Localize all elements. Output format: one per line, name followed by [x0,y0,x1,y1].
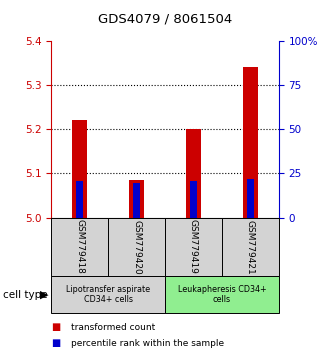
Text: GDS4079 / 8061504: GDS4079 / 8061504 [98,12,232,25]
Bar [186,129,201,218]
Bar [243,67,257,218]
Bar [222,218,279,276]
Bar [129,180,144,218]
Text: Leukapheresis CD34+
cells: Leukapheresis CD34+ cells [178,285,266,304]
Bar [133,183,140,218]
Text: percentile rank within the sample: percentile rank within the sample [71,339,224,348]
Bar [165,218,222,276]
Text: ■: ■ [51,338,60,348]
Text: cell type: cell type [3,290,48,300]
Text: ▶: ▶ [40,290,49,300]
Bar [76,182,83,218]
Text: ■: ■ [51,322,60,332]
Text: transformed count: transformed count [71,323,155,332]
Bar [190,182,197,218]
Bar [165,276,279,313]
Text: GSM779421: GSM779421 [246,219,255,274]
Bar [73,120,87,218]
Bar [51,218,108,276]
Bar [108,218,165,276]
Text: Lipotransfer aspirate
CD34+ cells: Lipotransfer aspirate CD34+ cells [66,285,150,304]
Text: GSM779418: GSM779418 [75,219,84,274]
Bar [51,276,165,313]
Text: GSM779420: GSM779420 [132,219,141,274]
Text: GSM779419: GSM779419 [189,219,198,274]
Bar [247,179,254,218]
